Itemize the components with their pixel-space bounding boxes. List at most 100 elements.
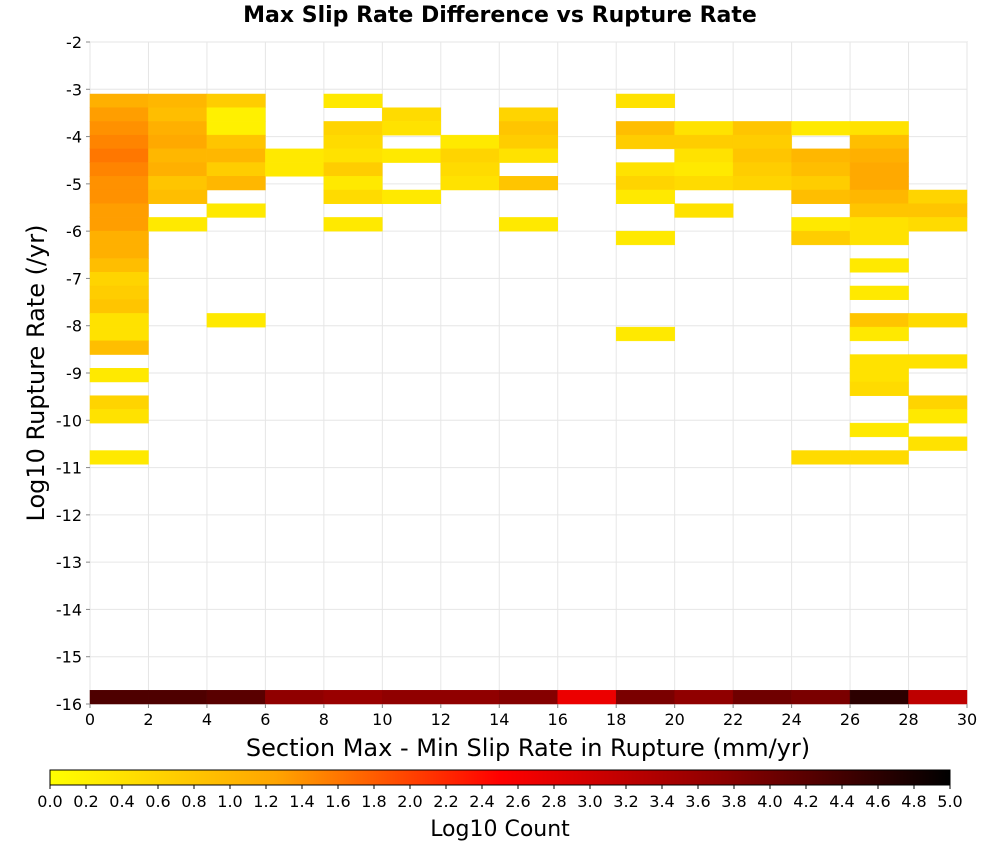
colorbar-tick-label: 5.0	[937, 792, 962, 811]
colorbar-tick-label: 0.0	[37, 792, 62, 811]
heatmap-cell	[89, 203, 149, 218]
heatmap-cell	[499, 690, 558, 705]
heatmap-cell	[849, 354, 909, 369]
heatmap-cell	[615, 121, 675, 136]
heatmap-cell	[206, 121, 266, 136]
y-tick-label: -3	[66, 80, 82, 99]
colorbar-tick-label: 1.0	[217, 792, 242, 811]
y-axis-ticks: -2 -3 -4 -5 -6 -7 -8 -9 -10 -11 -12 -13 -14 -15 -16	[56, 33, 90, 714]
heatmap-cell	[440, 148, 500, 163]
heatmap-cell	[849, 313, 909, 328]
colorbar-tick-label: 1.6	[325, 792, 350, 811]
colorbar-tick-label: 0.2	[73, 792, 98, 811]
heatmap-cell	[206, 203, 266, 218]
heatmap-cell	[499, 121, 558, 136]
colorbar-tick-label: 2.0	[397, 792, 422, 811]
heatmap-cell	[148, 217, 208, 232]
heatmap-cell	[323, 121, 383, 136]
heatmap-cell	[148, 189, 208, 204]
heatmap-cell	[615, 690, 675, 705]
heatmap-cell	[382, 121, 442, 136]
y-tick-label: -7	[66, 269, 82, 288]
heatmap-cell	[89, 93, 149, 108]
colorbar-tick-label: 0.8	[181, 792, 206, 811]
heatmap-cell	[674, 134, 734, 150]
heatmap-cell	[849, 690, 909, 705]
x-tick-label: 20	[664, 710, 684, 729]
heatmap-cell	[89, 450, 149, 465]
y-tick-label: -5	[66, 175, 82, 194]
heatmap-cell	[89, 217, 149, 232]
heatmap-cell	[89, 121, 149, 136]
colorbar-tick-label: 3.2	[613, 792, 638, 811]
x-tick-label: 18	[606, 710, 626, 729]
heatmap-cell	[206, 107, 266, 122]
heatmap-cell	[89, 162, 149, 177]
heatmap-cell	[382, 690, 442, 705]
heatmap-cell	[89, 189, 149, 204]
heatmap-cell	[849, 285, 909, 300]
heatmap-cell	[791, 176, 851, 191]
heatmap-cell	[440, 176, 500, 191]
heatmap-cell	[265, 690, 325, 705]
heatmap-cell	[849, 189, 909, 204]
heatmap-cell	[499, 217, 558, 232]
heatmap-cells	[89, 93, 968, 705]
y-tick-label: -4	[66, 128, 82, 147]
heatmap-cell	[206, 162, 266, 177]
colorbar	[49, 769, 951, 786]
heatmap-cell	[849, 162, 909, 177]
heatmap-cell	[674, 176, 734, 191]
heatmap-cell	[908, 354, 968, 369]
heatmap-cell	[148, 121, 208, 136]
heatmap-cell	[849, 381, 909, 396]
heatmap-cell	[499, 107, 558, 122]
colorbar-tick-label: 4.8	[901, 792, 926, 811]
heatmap-cell	[908, 395, 968, 410]
heatmap-cell	[615, 189, 675, 204]
heatmap-cell	[908, 690, 968, 705]
colorbar-tick-label: 1.2	[253, 792, 278, 811]
heatmap-cell	[849, 121, 909, 136]
heatmap-cell	[440, 690, 500, 705]
heatmap-cell	[791, 690, 851, 705]
heatmap-cell	[732, 176, 792, 191]
heatmap-cell	[674, 203, 734, 218]
heatmap-cell	[732, 690, 792, 705]
y-tick-label: -13	[56, 553, 82, 572]
x-tick-label: 24	[781, 710, 801, 729]
y-tick-label: -9	[66, 364, 82, 383]
x-tick-label: 6	[260, 710, 270, 729]
heatmap-cell	[89, 230, 149, 246]
x-tick-label: 8	[319, 710, 329, 729]
heatmap-cell	[148, 148, 208, 163]
x-axis-ticks: 0 2 4 6 8 10 12 14 16 18 20 22 24 26 28 30	[85, 704, 977, 729]
colorbar-tick-label: 4.6	[865, 792, 890, 811]
heatmap-cell	[732, 121, 792, 136]
y-tick-label: -16	[56, 695, 82, 714]
chart-title: Max Slip Rate Difference vs Rupture Rate	[243, 3, 757, 28]
heatmap-cell	[615, 176, 675, 191]
y-tick-label: -8	[66, 317, 82, 336]
heatmap-cell	[89, 148, 149, 163]
heatmap-cell	[206, 134, 266, 150]
heatmap-cell	[323, 162, 383, 177]
y-axis-label: Log10 Rupture Rate (/yr)	[22, 225, 50, 522]
heatmap-cell	[323, 189, 383, 204]
heatmap-cell	[849, 450, 909, 465]
heatmap-cell	[791, 162, 851, 177]
colorbar-tick-label: 0.4	[109, 792, 134, 811]
heatmap-cell	[615, 230, 675, 246]
heatmap-cell	[323, 217, 383, 232]
heatmap-cell	[206, 148, 266, 163]
heatmap-cell	[615, 162, 675, 177]
x-tick-label: 4	[202, 710, 212, 729]
x-axis-label: Section Max - Min Slip Rate in Rupture (…	[246, 734, 810, 762]
heatmap-cell	[89, 285, 149, 300]
heatmap-cell	[323, 690, 383, 705]
heatmap-cell	[908, 203, 968, 218]
heatmap-cell	[499, 134, 558, 150]
heatmap-cell	[499, 176, 558, 191]
heatmap-cell	[849, 258, 909, 273]
heatmap-cell	[323, 93, 383, 108]
